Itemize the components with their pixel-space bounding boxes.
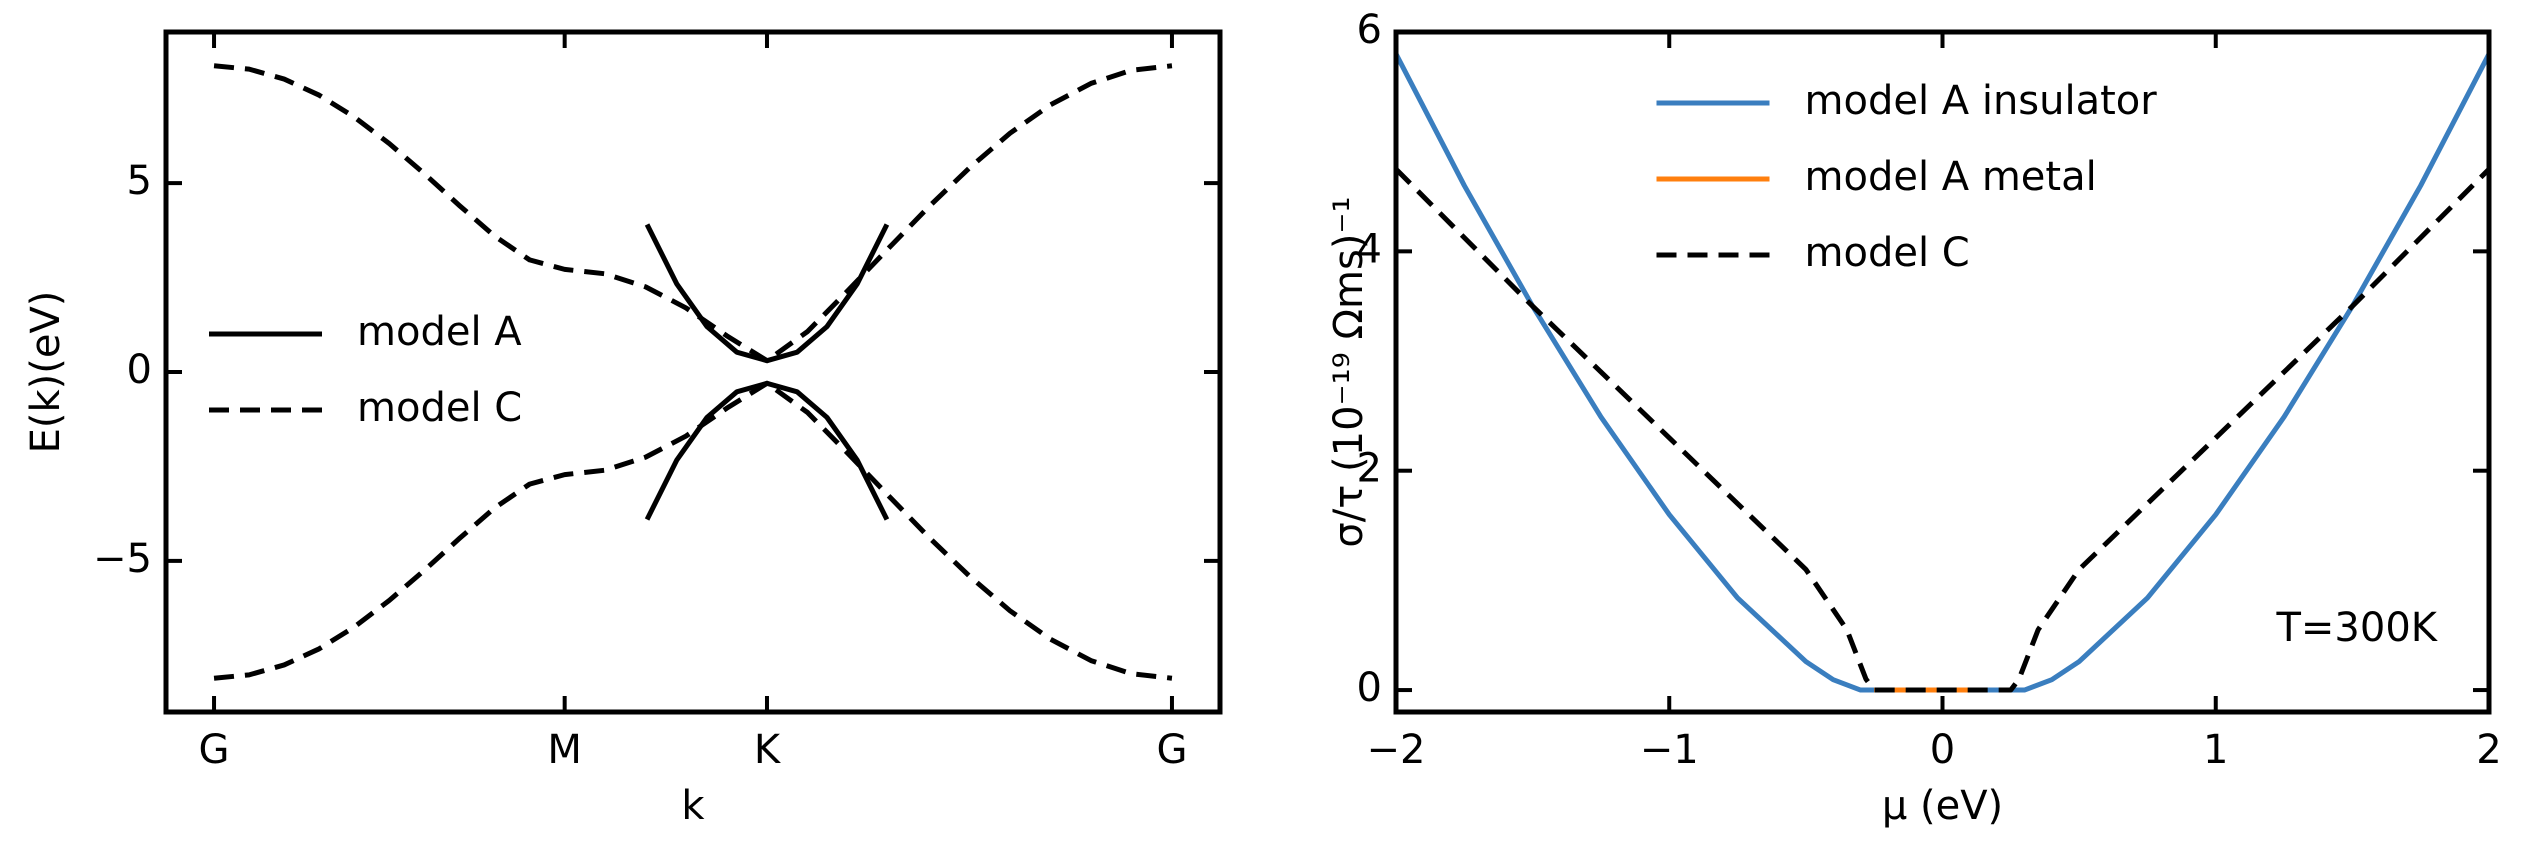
y-axis-label: E(k)(eV): [23, 291, 69, 454]
series-line: [213, 63, 1173, 364]
x-tick-label: G: [199, 727, 230, 773]
x-axis-label: μ (eV): [1882, 783, 2003, 829]
y-tick-label: 0: [127, 347, 152, 393]
axes-frame: [163, 29, 1223, 715]
x-tick-label: 1: [2203, 727, 2228, 773]
y-tick-label: 5: [127, 158, 152, 204]
legend-label: model A: [357, 309, 522, 355]
x-tick-label: 0: [1930, 727, 1955, 773]
x-tick-label: M: [547, 727, 582, 773]
legend-label: model C: [357, 385, 522, 431]
x-tick-label: K: [754, 727, 782, 773]
y-tick-label: 2: [1357, 446, 1382, 492]
legend-label: model A insulator: [1805, 78, 2158, 124]
series-line: [644, 223, 890, 364]
annotation: T=300K: [2275, 605, 2438, 651]
y-tick-label: 0: [1357, 665, 1382, 711]
y-tick-label: −5: [93, 536, 152, 582]
series-line: [644, 380, 890, 521]
x-tick-label: 2: [2476, 727, 2501, 773]
y-axis-label: σ/τ (10⁻¹⁹ Ωms)⁻¹: [1326, 196, 1372, 547]
y-tick-label: 4: [1357, 226, 1382, 272]
legend-label: model C: [1805, 230, 1970, 276]
x-axis-label: k: [681, 783, 705, 829]
x-tick-label: G: [1156, 727, 1187, 773]
y-tick-label: 6: [1357, 7, 1382, 53]
series-line: [1394, 167, 2491, 693]
legend-label: model A metal: [1805, 154, 2097, 200]
x-tick-label: −2: [1367, 727, 1426, 773]
x-tick-label: −1: [1640, 727, 1699, 773]
series-line: [1393, 52, 2492, 693]
series-line: [213, 380, 1173, 681]
